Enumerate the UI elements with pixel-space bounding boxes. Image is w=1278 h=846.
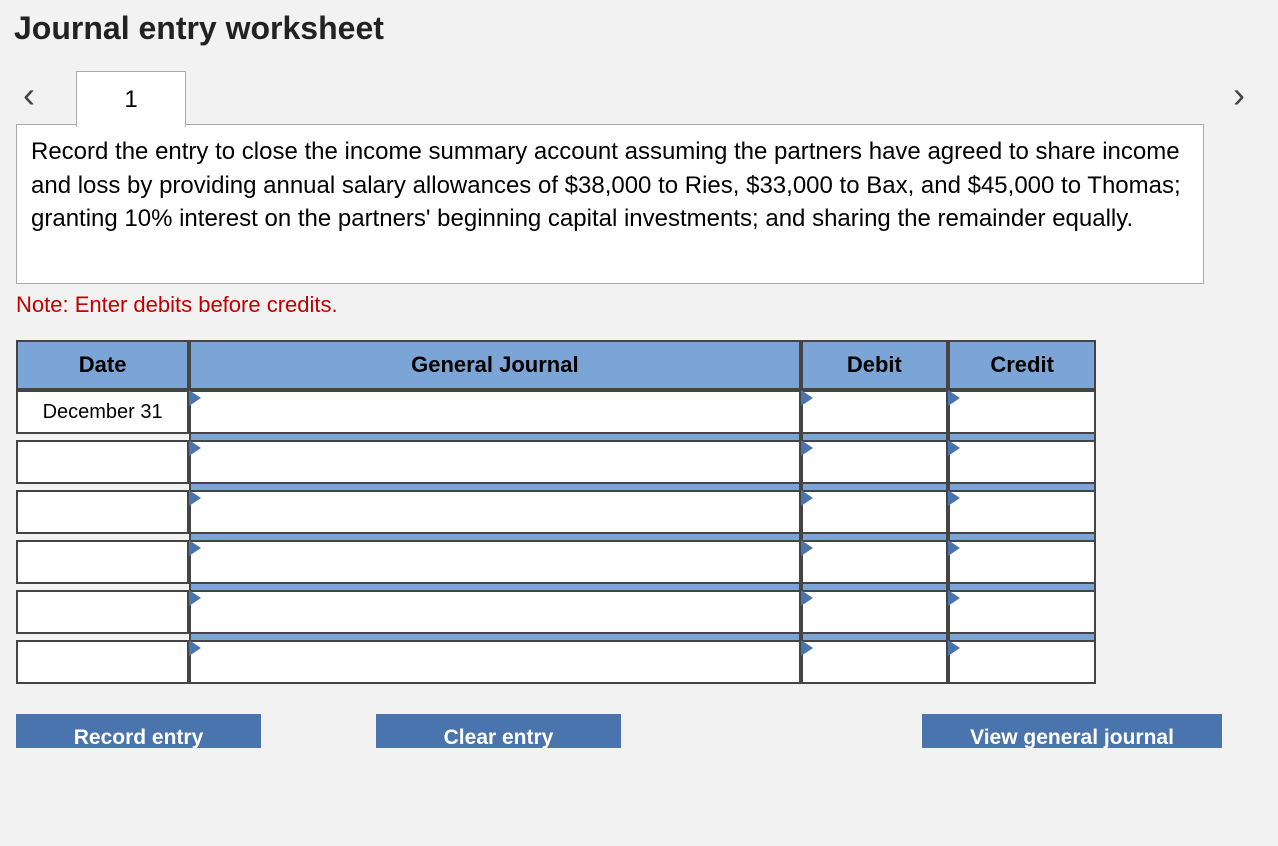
cell-credit[interactable] bbox=[948, 440, 1096, 484]
cell-credit[interactable] bbox=[948, 490, 1096, 534]
col-header-credit: Credit bbox=[948, 340, 1096, 390]
cell-debit[interactable] bbox=[801, 590, 949, 634]
cell-date[interactable] bbox=[16, 490, 189, 534]
cell-date[interactable] bbox=[16, 540, 189, 584]
cell-debit[interactable] bbox=[801, 440, 949, 484]
cell-date[interactable] bbox=[16, 440, 189, 484]
col-header-general-journal: General Journal bbox=[189, 340, 800, 390]
cell-credit[interactable] bbox=[948, 540, 1096, 584]
cell-credit[interactable] bbox=[948, 390, 1096, 434]
tab-nav-row: ‹ 1 › bbox=[14, 65, 1264, 125]
button-row: Record entry Clear entry View general jo… bbox=[16, 714, 1222, 748]
table-header-row: Date General Journal Debit Credit bbox=[16, 340, 1096, 390]
cell-debit[interactable] bbox=[801, 540, 949, 584]
col-header-date: Date bbox=[16, 340, 189, 390]
cell-general-journal[interactable] bbox=[189, 540, 800, 584]
journal-table: Date General Journal Debit Credit Decemb… bbox=[16, 340, 1096, 684]
table-row bbox=[16, 490, 1096, 534]
cell-general-journal[interactable] bbox=[189, 640, 800, 684]
cell-general-journal[interactable] bbox=[189, 590, 800, 634]
page-title: Journal entry worksheet bbox=[14, 10, 1264, 47]
worksheet-container: Journal entry worksheet ‹ 1 › Record the… bbox=[0, 0, 1278, 748]
table-row bbox=[16, 440, 1096, 484]
table-row bbox=[16, 540, 1096, 584]
note-text: Note: Enter debits before credits. bbox=[16, 292, 1264, 318]
next-arrow-icon[interactable]: › bbox=[1224, 74, 1254, 116]
view-general-journal-button[interactable]: View general journal bbox=[922, 714, 1222, 748]
clear-entry-button[interactable]: Clear entry bbox=[376, 714, 621, 748]
cell-date[interactable] bbox=[16, 640, 189, 684]
cell-credit[interactable] bbox=[948, 590, 1096, 634]
prev-arrow-icon[interactable]: ‹ bbox=[14, 74, 44, 116]
col-header-debit: Debit bbox=[801, 340, 949, 390]
cell-general-journal[interactable] bbox=[189, 440, 800, 484]
cell-general-journal[interactable] bbox=[189, 490, 800, 534]
cell-debit[interactable] bbox=[801, 490, 949, 534]
cell-date[interactable]: December 31 bbox=[16, 390, 189, 434]
record-entry-button[interactable]: Record entry bbox=[16, 714, 261, 748]
table-row: December 31 bbox=[16, 390, 1096, 434]
instruction-text: Record the entry to close the income sum… bbox=[16, 124, 1204, 284]
cell-debit[interactable] bbox=[801, 390, 949, 434]
cell-date[interactable] bbox=[16, 590, 189, 634]
cell-credit[interactable] bbox=[948, 640, 1096, 684]
cell-general-journal[interactable] bbox=[189, 390, 800, 434]
table-row bbox=[16, 590, 1096, 634]
tab-1[interactable]: 1 bbox=[76, 71, 186, 127]
table-row bbox=[16, 640, 1096, 684]
cell-debit[interactable] bbox=[801, 640, 949, 684]
